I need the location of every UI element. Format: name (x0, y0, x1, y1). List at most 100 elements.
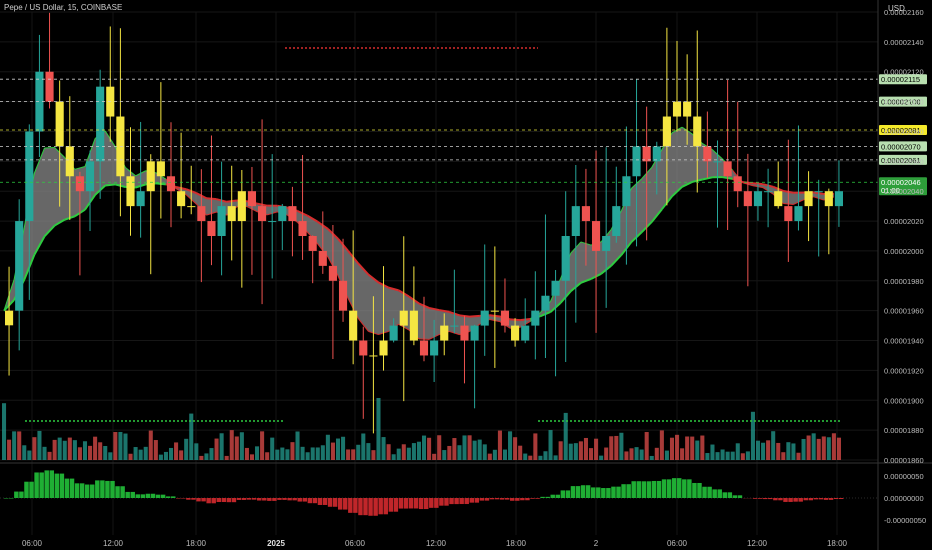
osc-bar (413, 498, 419, 509)
price-label-text: 0.00002070 (881, 142, 921, 151)
osc-bar (363, 498, 368, 516)
osc-bar (590, 487, 596, 498)
candle-body (308, 236, 317, 251)
volume-bar (325, 434, 330, 460)
candle-body (450, 325, 459, 327)
osc-bar (201, 498, 206, 502)
osc-bar (580, 485, 586, 498)
y-tick-label: 0.00001920 (884, 366, 924, 375)
volume-bar (93, 436, 98, 460)
price-label-text: 0.00002115 (881, 75, 920, 84)
candle-body (511, 325, 520, 341)
osc-bar (484, 498, 490, 501)
osc-bar (54, 473, 60, 498)
y-tick-label: 0.00002000 (884, 247, 924, 256)
osc-bar (378, 498, 383, 515)
osc-bar (160, 494, 166, 498)
ribbon-slow-line (650, 208, 663, 223)
candle-body (581, 206, 590, 222)
candle-body (278, 206, 287, 222)
candle-body (369, 355, 378, 357)
candle-body (774, 191, 783, 207)
volume-bar (199, 455, 204, 460)
osc-bar (221, 498, 227, 503)
osc-bar (302, 498, 308, 502)
volume-bar (685, 436, 690, 460)
volume-bar (811, 433, 816, 460)
candle-body (75, 176, 84, 192)
ribbon-slow-line (307, 214, 319, 223)
x-tick-label: 06:00 (345, 539, 366, 548)
y-tick-label: 0.00002140 (884, 38, 924, 47)
volume-bar (133, 447, 138, 460)
osc-bar (262, 498, 267, 501)
candle-body (713, 161, 722, 163)
volume-bar (533, 433, 538, 460)
x-tick-label: 18:00 (186, 539, 207, 548)
osc-bar (267, 498, 272, 501)
volume-bar (47, 451, 52, 460)
volume-bar (806, 435, 811, 460)
ribbon-slow-line (33, 235, 46, 256)
osc-bar (535, 498, 540, 499)
volume-bar (209, 448, 214, 460)
osc-bar (565, 490, 571, 498)
volume-bar (649, 455, 654, 460)
volume-bar (796, 452, 801, 460)
osc-bar (717, 489, 722, 498)
x-tick-label: 2 (594, 539, 599, 548)
osc-bar (677, 478, 682, 498)
osc-bar (176, 498, 181, 499)
y-tick-label: 0.00001900 (884, 396, 924, 405)
volume-bar (138, 449, 143, 460)
osc-bar (818, 498, 824, 500)
osc-bar (808, 498, 814, 501)
volume-bar (260, 431, 265, 460)
ribbon-slow-line (438, 309, 450, 313)
osc-bar (90, 484, 95, 498)
osc-bar (444, 498, 449, 506)
osc-bar (687, 479, 692, 498)
osc-bar (9, 498, 14, 499)
volume-bar (184, 438, 189, 460)
volume-bar (740, 453, 745, 460)
volume-bar (634, 447, 639, 460)
volume-bar (821, 436, 826, 460)
volume-bar (98, 442, 103, 460)
volume-bar (791, 443, 796, 460)
volume-bar (214, 438, 219, 460)
volume-bar (335, 438, 341, 460)
candle-body (399, 310, 408, 326)
volume-bar (194, 443, 199, 460)
volume-bar (265, 452, 270, 460)
volume-bar (82, 441, 88, 460)
volume-bar (750, 411, 755, 460)
ribbon-slow-line (43, 224, 56, 238)
osc-bar (69, 478, 75, 498)
osc-bar (752, 498, 758, 499)
volume-bar (452, 438, 457, 460)
volume-bar (280, 447, 285, 460)
osc-bar (358, 498, 363, 516)
candle-body (96, 86, 105, 162)
candle-body (298, 221, 307, 236)
volume-bar (88, 445, 93, 460)
candle-body (85, 161, 95, 192)
osc-bar (165, 496, 171, 498)
x-tick-label: 12:00 (747, 539, 768, 548)
volume-bar (477, 439, 482, 460)
candle-body (338, 280, 348, 311)
osc-bar (64, 478, 70, 498)
candle-body (45, 71, 54, 102)
volume-bar (371, 450, 376, 460)
ribbon-fast-line (44, 146, 55, 149)
volume-bar (502, 449, 508, 460)
price-label-text: 0.00002100 (881, 98, 921, 107)
volume-bar (103, 446, 108, 460)
currency-unit: USD (888, 4, 905, 13)
y-tick-label: 0.00002060 (884, 157, 924, 166)
osc-bar (130, 491, 135, 498)
candles (5, 12, 843, 434)
osc-bar (757, 498, 763, 499)
